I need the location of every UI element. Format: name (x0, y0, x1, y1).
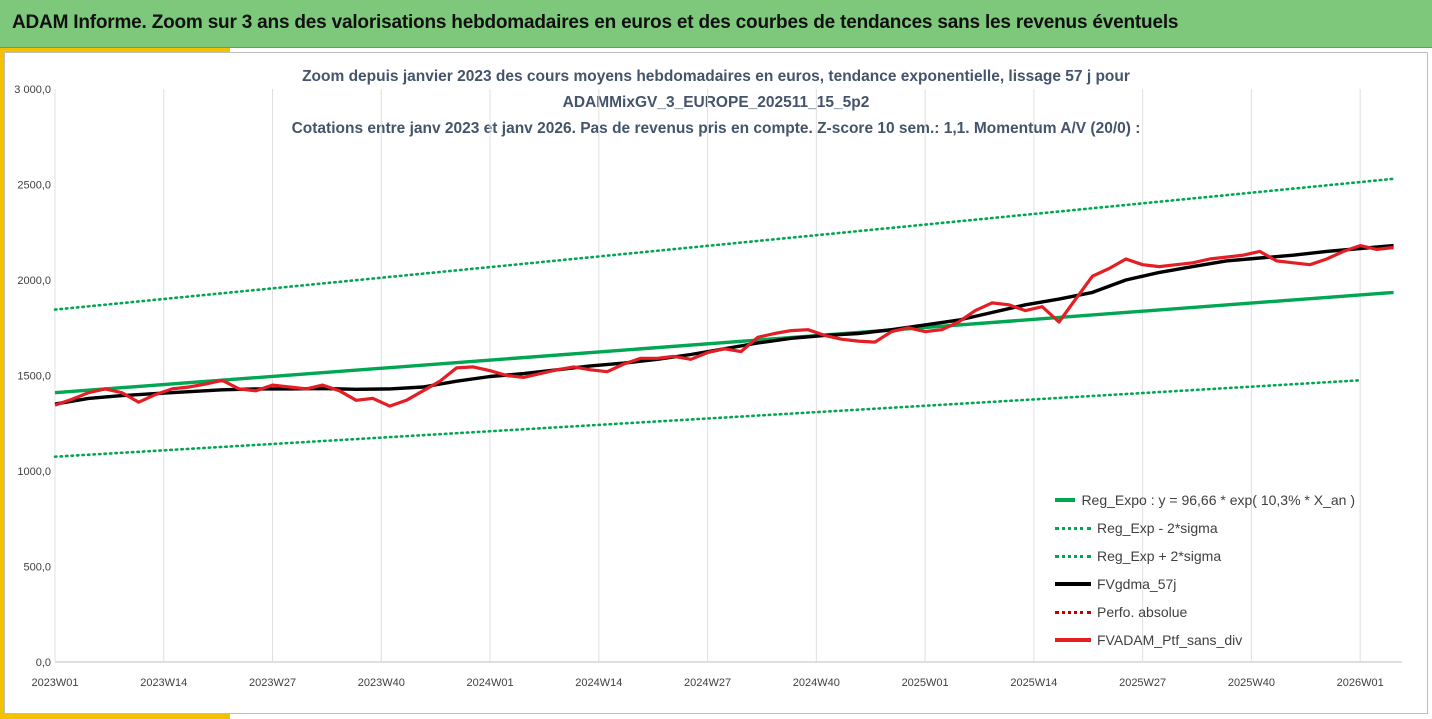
chart-title: Zoom depuis janvier 2023 des cours moyen… (0, 64, 1432, 142)
y-tick-label: 2500,0 (17, 180, 51, 192)
legend-swatch (1055, 498, 1076, 502)
y-tick-label: 2000,0 (17, 275, 51, 287)
legend-swatch (1055, 526, 1091, 530)
x-tick-label: 2024W14 (575, 677, 622, 689)
x-tick-label: 2023W27 (249, 677, 296, 689)
legend-item: Reg_Exp + 2*sigma (1055, 542, 1355, 570)
legend-label: FVgdma_57j (1097, 576, 1177, 592)
legend-swatch (1055, 610, 1091, 614)
x-tick-label: 2023W40 (358, 677, 405, 689)
legend-item: FVADAM_Ptf_sans_div (1055, 626, 1355, 654)
x-tick-label: 2025W40 (1228, 677, 1275, 689)
x-tick-label: 2024W27 (684, 677, 731, 689)
legend-swatch (1055, 582, 1091, 586)
accent-bar-top (0, 48, 230, 52)
series-line-0 (54, 290, 1394, 395)
legend-item: FVgdma_57j (1055, 570, 1355, 598)
chart-title-line-3: Cotations entre janv 2023 et janv 2026. … (291, 120, 1141, 137)
x-tick-label: 2025W01 (902, 677, 949, 689)
legend-label: Reg_Exp - 2*sigma (1097, 520, 1218, 536)
chart-title-line-2: ADAMMixGV_3_EUROPE_202511_15_5p2 (562, 94, 870, 111)
series-line-3 (54, 243, 1394, 406)
legend-swatch (1055, 638, 1091, 642)
series-line-1 (53, 378, 1362, 459)
x-tick-label: 2026W01 (1337, 677, 1384, 689)
series-line-2 (53, 177, 1395, 311)
accent-bar-left (0, 48, 4, 719)
legend-item: Reg_Exp - 2*sigma (1055, 514, 1355, 542)
x-tick-label: 2023W14 (140, 677, 187, 689)
y-tick-label: 0,0 (36, 657, 51, 669)
legend-item: Perfo. absolue (1055, 598, 1355, 626)
legend-label: Reg_Expo : y = 96,66 * exp( 10,3% * X_an… (1081, 492, 1355, 508)
legend-swatch (1055, 554, 1091, 558)
x-tick-label: 2023W01 (31, 677, 78, 689)
legend-label: Perfo. absolue (1097, 604, 1188, 620)
x-tick-label: 2025W27 (1119, 677, 1166, 689)
header-title: ADAM Informe. Zoom sur 3 ans des valoris… (12, 12, 1179, 33)
x-tick-label: 2024W01 (467, 677, 514, 689)
legend-item: Reg_Expo : y = 96,66 * exp( 10,3% * X_an… (1055, 486, 1355, 514)
y-tick-label: 1000,0 (17, 466, 51, 478)
legend-label: FVADAM_Ptf_sans_div (1097, 632, 1243, 648)
series-line-5 (54, 244, 1394, 408)
chart-legend: Reg_Expo : y = 96,66 * exp( 10,3% * X_an… (1055, 486, 1355, 654)
legend-label: Reg_Exp + 2*sigma (1097, 548, 1222, 564)
x-tick-label: 2024W40 (793, 677, 840, 689)
y-tick-label: 3 000,0 (14, 84, 51, 96)
chart-title-line-1: Zoom depuis janvier 2023 des cours moyen… (302, 68, 1130, 85)
accent-bar-bottom (0, 714, 230, 719)
header-banner: ADAM Informe. Zoom sur 3 ans des valoris… (0, 0, 1432, 48)
y-tick-label: 500,0 (23, 562, 51, 574)
x-tick-label: 2025W14 (1010, 677, 1057, 689)
chart-frame (4, 52, 1428, 714)
y-tick-label: 1500,0 (17, 371, 51, 383)
